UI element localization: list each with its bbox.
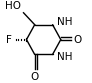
Text: F: F bbox=[6, 35, 12, 45]
Text: NH: NH bbox=[57, 52, 73, 62]
Text: O: O bbox=[73, 35, 82, 45]
Text: NH: NH bbox=[57, 17, 73, 27]
Text: HO: HO bbox=[5, 1, 21, 11]
Text: O: O bbox=[31, 72, 39, 82]
